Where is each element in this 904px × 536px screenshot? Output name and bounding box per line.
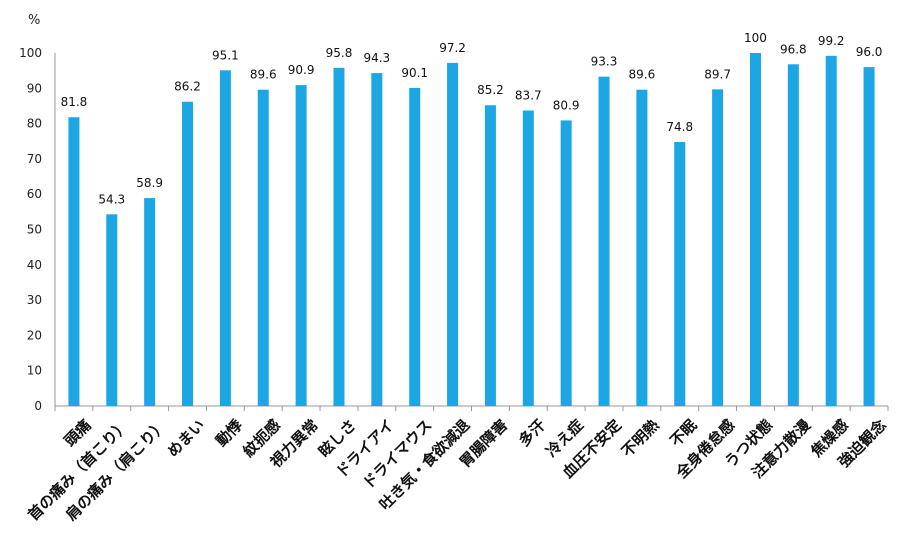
data-label: 54.3: [98, 192, 125, 206]
data-label: 96.8: [780, 42, 807, 56]
bar: [257, 89, 269, 406]
bar: [68, 117, 80, 406]
data-label: 95.1: [212, 48, 239, 62]
bar: [295, 85, 307, 407]
bar: [674, 141, 686, 406]
bar: [598, 76, 610, 406]
y-tick-label: 30: [27, 293, 42, 307]
y-tick-label: 80: [27, 117, 42, 131]
data-label: 89.6: [250, 68, 277, 82]
y-tick-label: 70: [27, 152, 42, 166]
bar: [409, 87, 421, 407]
data-label: 90.9: [288, 63, 315, 77]
y-tick-labels: 0 10 20 30 40 50 60 70 80 90 100: [19, 46, 42, 413]
y-tick-label: 0: [34, 399, 42, 413]
data-label: 89.6: [629, 68, 656, 82]
bar: [106, 214, 118, 406]
data-label: 58.9: [136, 176, 163, 190]
bar: [825, 55, 837, 406]
bar: [144, 198, 156, 406]
bar: [522, 110, 534, 406]
bars: [68, 53, 875, 407]
y-tick-label: 10: [27, 364, 42, 378]
data-label: 86.2: [174, 80, 201, 94]
y-tick-label: 90: [27, 81, 42, 95]
bar: [484, 105, 496, 406]
data-label: 80.9: [553, 98, 580, 112]
bar: [219, 70, 231, 406]
y-tick-label: 100: [19, 46, 42, 60]
bar: [560, 120, 572, 406]
data-label: 83.7: [515, 89, 542, 103]
bar: [749, 53, 761, 406]
bar: [787, 64, 799, 407]
category-label: めまい: [164, 416, 209, 461]
bar: [371, 73, 383, 406]
data-label: 81.8: [61, 95, 88, 109]
data-label: 89.7: [704, 67, 731, 81]
y-tick-label: 60: [27, 187, 42, 201]
data-label: 90.1: [401, 66, 428, 80]
bar: [447, 62, 459, 406]
category-label: 不明熱: [618, 416, 663, 461]
data-label: 96.0: [856, 45, 883, 59]
y-axis-unit: %: [28, 13, 40, 28]
data-label: 95.8: [326, 46, 353, 60]
bar: [182, 101, 194, 407]
data-label: 100: [744, 31, 767, 45]
data-label: 97.2: [439, 41, 466, 55]
data-label: 94.3: [363, 51, 390, 65]
data-label: 85.2: [477, 83, 504, 97]
data-labels: 81.8 54.3 58.9 86.2 95.1 89.6 90.9 95.8 94.3 90.1…: [61, 31, 883, 206]
bar: [636, 89, 648, 406]
data-label: 99.2: [818, 34, 845, 48]
bar: [333, 67, 345, 407]
bar: [863, 67, 875, 407]
y-tick-label: 40: [27, 258, 42, 272]
data-label: 93.3: [591, 55, 618, 69]
data-label: 74.8: [666, 120, 693, 134]
y-tick-label: 20: [27, 328, 42, 342]
y-tick-label: 50: [27, 223, 42, 237]
bar: [712, 89, 724, 406]
x-tick-marks: [54, 406, 889, 411]
